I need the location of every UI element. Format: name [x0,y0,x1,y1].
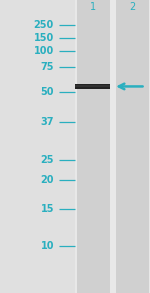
Bar [0,0,75,293]
Bar [75,85,110,87]
Text: 250: 250 [34,20,54,30]
Bar [75,84,110,89]
Bar [76,0,110,293]
Text: 10: 10 [40,241,54,251]
Text: 2: 2 [129,2,135,12]
Text: 75: 75 [40,62,54,72]
Text: 1: 1 [90,2,96,12]
Text: 150: 150 [34,33,54,43]
Text: 100: 100 [34,46,54,56]
Text: 37: 37 [40,117,54,127]
Text: 50: 50 [40,87,54,97]
Text: 20: 20 [40,175,54,185]
Text: 15: 15 [40,205,54,214]
Bar [116,0,148,293]
Text: 25: 25 [40,155,54,165]
